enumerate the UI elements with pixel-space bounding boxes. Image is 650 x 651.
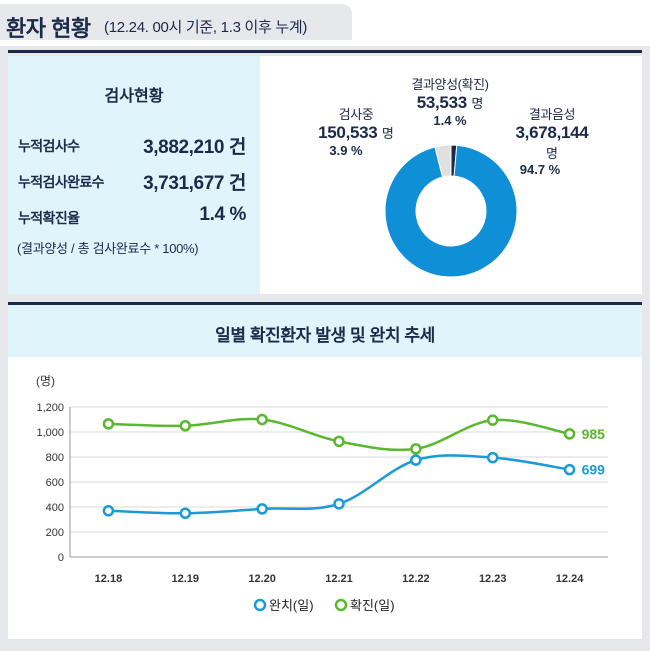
negative-name: 결과음성: [528, 107, 576, 122]
positive-unit: 명: [471, 96, 484, 111]
chart-title: 일별 확진환자 발생 및 완치 추세: [215, 326, 435, 345]
stats-note: (결과양성 / 총 검사완료수 * 100%): [17, 241, 199, 256]
data-point: [486, 414, 499, 426]
series-end-label: 699: [582, 462, 606, 478]
page-title: 환자 현황: [6, 16, 91, 41]
donut-label-negative: 결과음성 3,678,144 명 94.7 %: [492, 104, 612, 177]
test-status-title: 검사현황: [104, 88, 164, 105]
negative-value: 3,678,144: [515, 123, 589, 142]
y-tick-label: 800: [46, 452, 64, 464]
x-tick-label: 12.24: [556, 573, 584, 585]
x-tick-label: 12.22: [402, 573, 430, 585]
y-tick-label: 0: [58, 552, 64, 564]
donut-box: 검사중 150,533 명 3.9 % 결과양성(확진) 53,533 명 1.…: [260, 56, 642, 294]
negative-pct: 94.7 %: [519, 162, 561, 177]
stat-label-completed-tests: 누적검사완료수: [18, 174, 105, 190]
page-subtitle: (12.24. 00시 기준, 1.3 이후 누계): [104, 19, 308, 36]
line-chart: (명) 0 200 400 600 800 1,000 1,200 12.18 12.19 12.2…: [36, 374, 608, 613]
x-tick-label: 12.21: [325, 573, 353, 585]
positive-pct: 1.4 %: [433, 113, 467, 128]
data-point: [563, 428, 576, 440]
donut-chart: [384, 144, 518, 278]
donut-label-testing: 검사중 150,533 명 3.9 %: [296, 104, 416, 158]
test-status-box: 검사현황 누적검사수 3,882,210 건 누적검사완료수 3,731,677…: [8, 56, 260, 294]
data-point: [486, 451, 499, 464]
y-tick-label: 400: [46, 502, 64, 514]
data-point: [102, 505, 115, 517]
top-divider: [8, 50, 642, 53]
donut-label-positive: 결과양성(확진) 53,533 명 1.4 %: [390, 74, 510, 128]
y-tick-label: 200: [46, 527, 64, 539]
data-point: [256, 413, 268, 426]
negative-unit: 명: [546, 146, 558, 161]
stat-label-total-tests: 누적검사수: [18, 138, 80, 154]
header: 환자 현황 (12.24. 00시 기준, 1.3 이후 누계): [0, 0, 650, 46]
y-tick-label: 600: [46, 477, 64, 489]
data-point: [179, 507, 192, 519]
testing-pct: 3.9 %: [329, 143, 363, 158]
y-axis-label: (명): [36, 374, 55, 388]
donut-slice-testing: [434, 144, 452, 178]
testing-value: 150,533: [318, 123, 378, 142]
data-point: [410, 443, 422, 455]
positive-name: 결과양성(확진): [411, 77, 489, 92]
series-end-label: 985: [582, 426, 606, 442]
data-point: [333, 435, 345, 448]
stat-label-positive-rate: 누적확진율: [18, 210, 80, 226]
chart-header: 일별 확진환자 발생 및 완치 추세: [8, 305, 642, 357]
data-point: [179, 420, 192, 432]
stat-value-positive-rate: 1.4 %: [199, 204, 246, 225]
x-tick-label: 12.23: [479, 573, 507, 585]
x-tick-label: 12.18: [95, 573, 123, 585]
legend-label: 확진(일): [350, 598, 395, 613]
y-tick-label: 1,200: [36, 402, 64, 414]
legend-label: 완치(일): [269, 598, 314, 613]
data-point: [256, 503, 268, 515]
x-tick-label: 12.20: [248, 573, 276, 585]
mid-divider: [8, 302, 642, 305]
positive-value: 53,533: [416, 93, 468, 112]
data-point: [102, 418, 115, 430]
stat-value-total-tests: 3,882,210 건: [143, 137, 246, 158]
stat-value-completed-tests: 3,731,677 건: [143, 173, 246, 194]
x-tick-label: 12.19: [172, 573, 200, 585]
header-tab: [0, 4, 352, 40]
y-tick-label: 1,000: [36, 427, 64, 439]
line-chart-box: (명) 0 200 400 600 800 1,000 1,200 12.18 12.19 12.2…: [8, 357, 642, 639]
testing-unit: 명: [381, 126, 394, 141]
data-point: [410, 454, 422, 466]
testing-name: 검사중: [338, 107, 374, 122]
data-point: [563, 463, 576, 476]
legend-marker: [334, 598, 348, 612]
donut-slice-negative: [384, 144, 518, 278]
data-point: [333, 498, 345, 510]
legend-marker: [253, 598, 267, 612]
